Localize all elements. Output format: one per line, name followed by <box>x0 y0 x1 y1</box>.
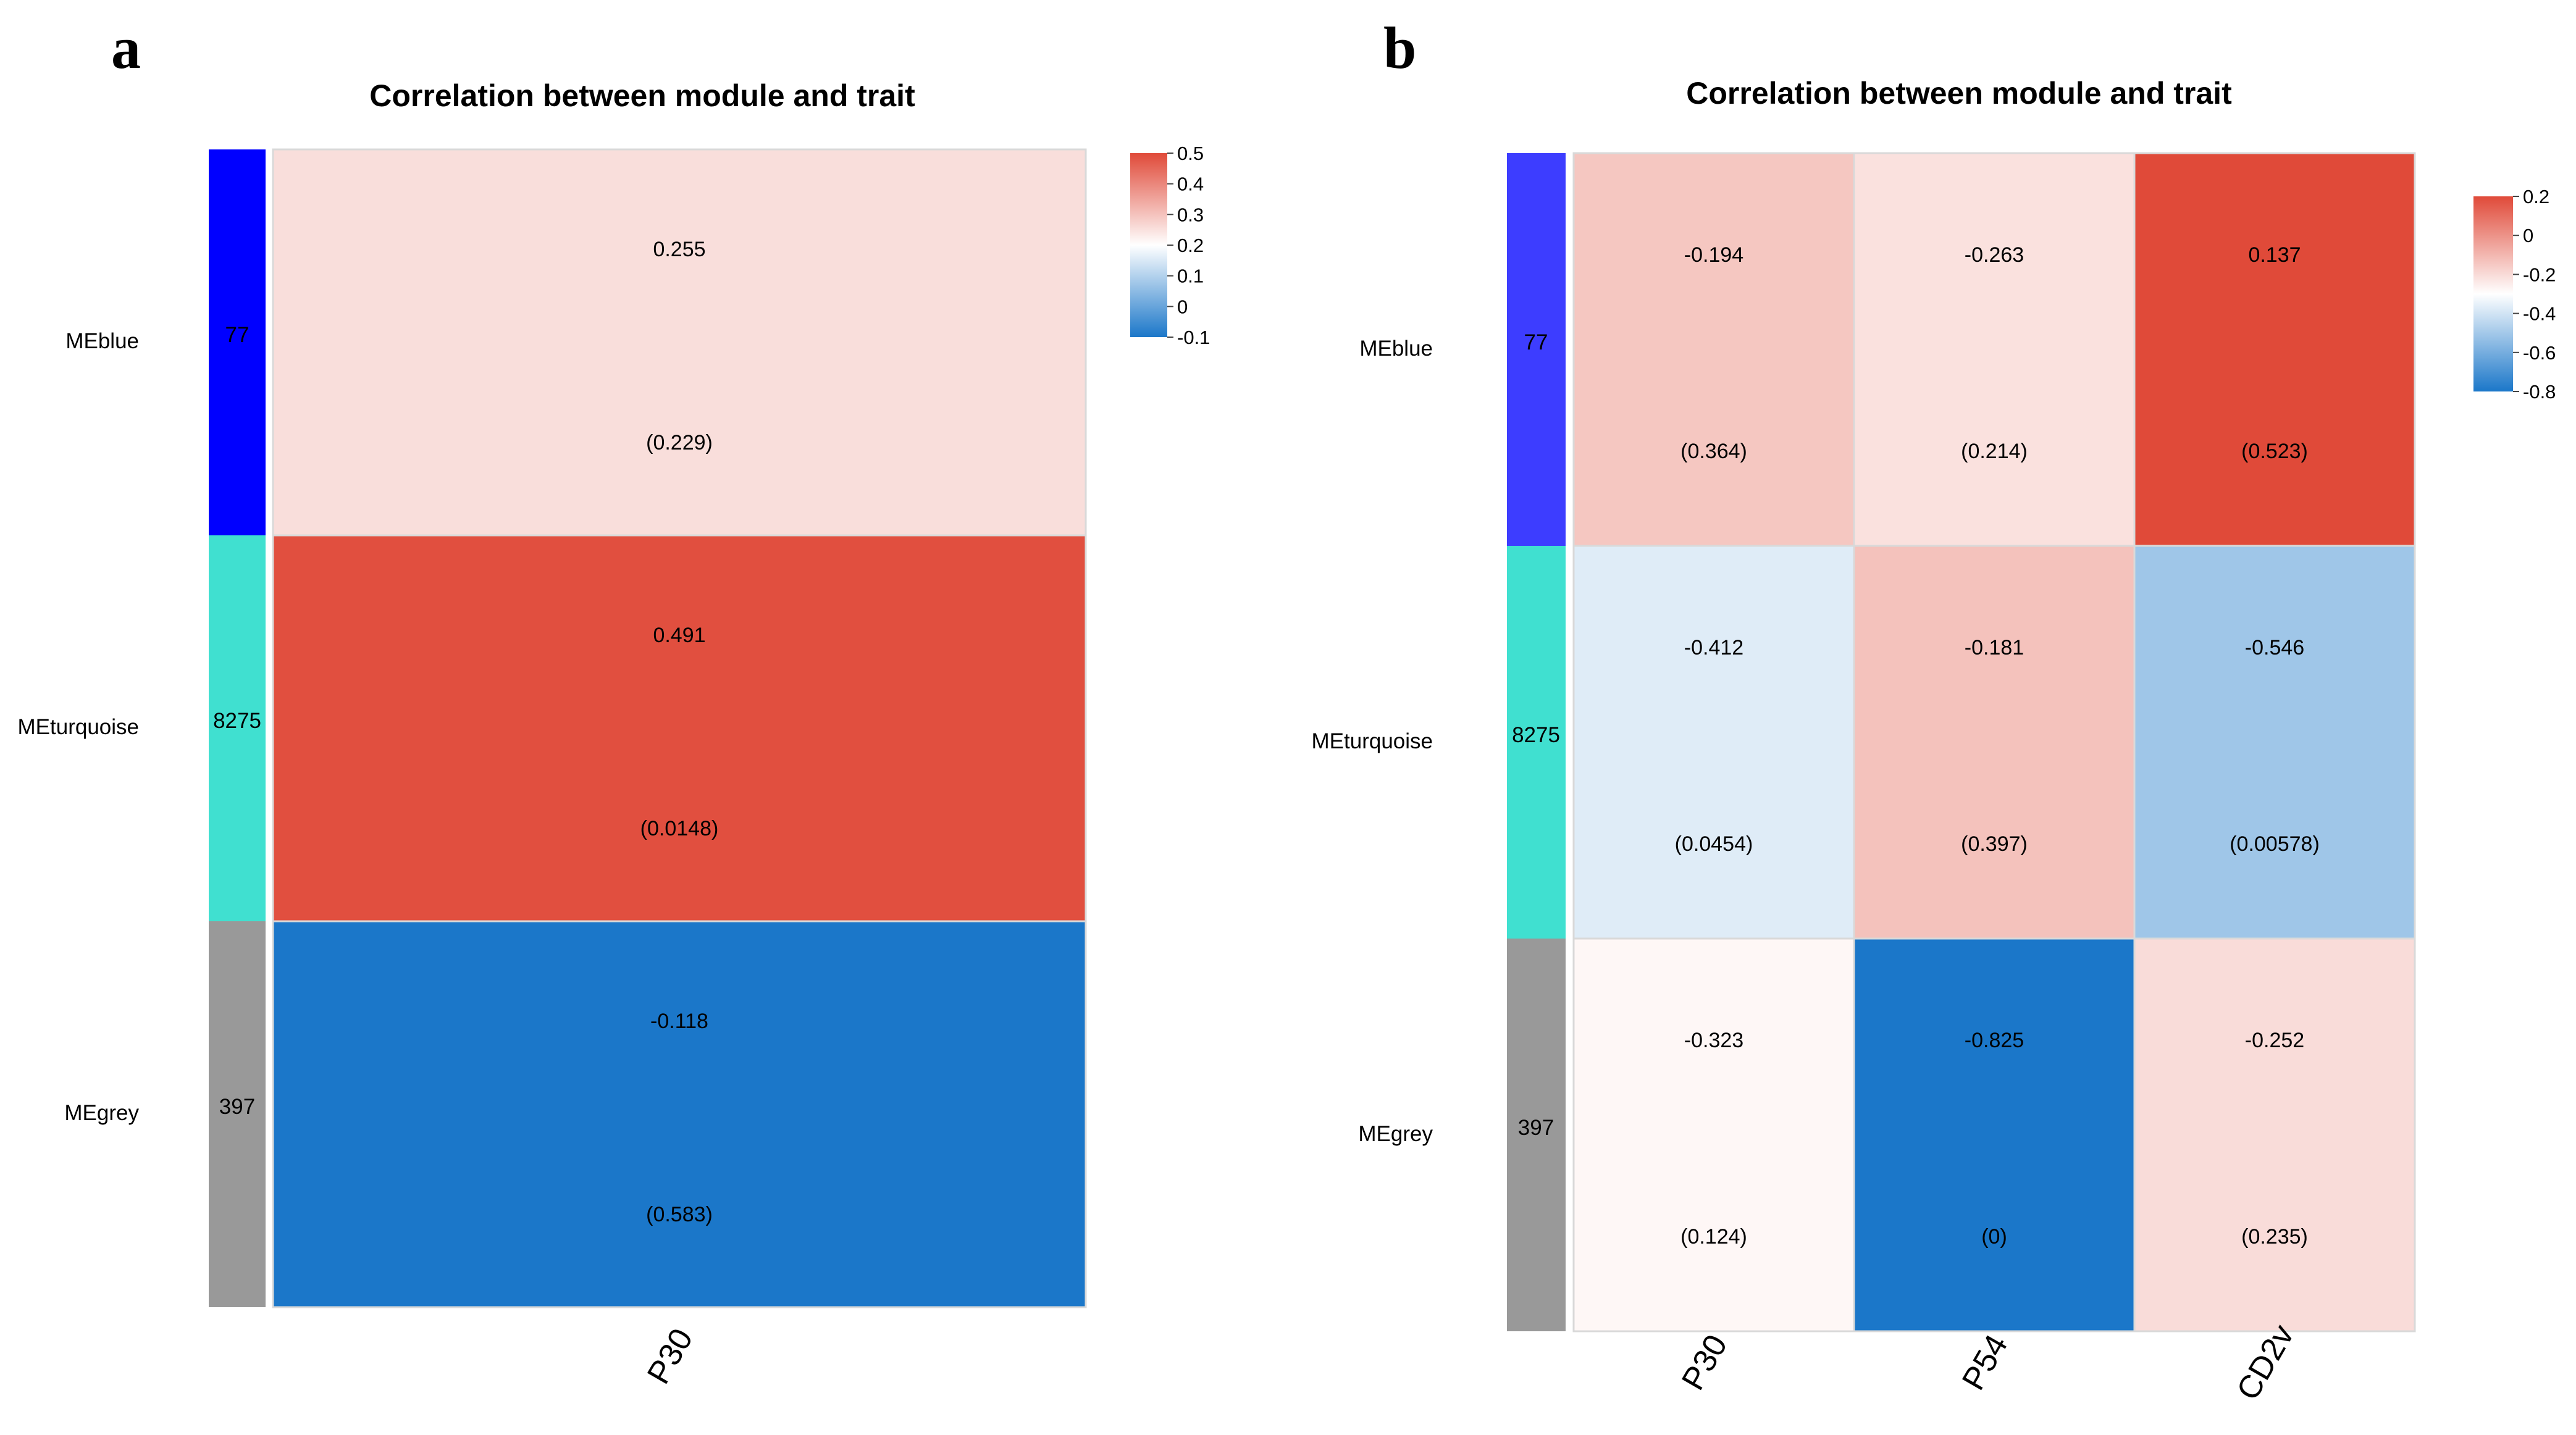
heatmap-cell-megrey-cd2v <box>2133 937 2416 1332</box>
heatmap-cell-megrey-p54 <box>1853 937 2136 1332</box>
legend-tick-label: -0.4 <box>2523 303 2556 325</box>
panel-a-module-labels: MEblue MEturquoise MEgrey <box>18 329 140 1125</box>
panel-a-heatmap <box>272 148 1087 1308</box>
legend-tick-label: 0 <box>2523 225 2533 246</box>
panel-b-letter: b <box>1383 15 1416 81</box>
panel-a-cell-values: 0.255 (0.229) 0.491 (0.0148) -0.118 (0.5… <box>640 238 719 1226</box>
module-color-meturquoise <box>209 535 266 921</box>
legend-ticks: 0.5 0.4 0.3 0.2 0.1 0 -0.1 <box>1167 143 1210 348</box>
cell-pvalue-meturquoise-p54: (0.397) <box>1961 832 2028 856</box>
module-count-meblue: 77 <box>225 323 250 347</box>
module-label-meturquoise: MEturquoise <box>18 715 139 739</box>
module-label-meturquoise: MEturquoise <box>1312 729 1433 753</box>
panel-a-letter: a <box>111 15 141 81</box>
panel-b-heatmap <box>1572 152 2416 1332</box>
legend-tick-label: -0.2 <box>2523 264 2556 285</box>
panel-b-module-counts: 77 8275 397 <box>1512 330 1560 1140</box>
panel-a: a Correlation between module and trait 7… <box>18 15 1210 1390</box>
panel-a-legend: 0.5 0.4 0.3 0.2 0.1 0 -0.1 <box>1130 143 1210 348</box>
module-label-meblue: MEblue <box>1359 337 1433 361</box>
panel-b-module-bar <box>1507 153 1566 1331</box>
module-label-megrey: MEgrey <box>64 1101 139 1125</box>
legend-tick-label: 0.2 <box>1177 235 1204 256</box>
panel-b-legend: 0.2 0 -0.2 -0.4 -0.6 -0.8 <box>2473 186 2556 403</box>
cell-corr-meblue-p30: 0.255 <box>653 238 705 261</box>
panel-b-title: Correlation between module and trait <box>1686 76 2232 111</box>
heatmap-cell-meblue-p54 <box>1853 152 2136 547</box>
module-label-megrey: MEgrey <box>1358 1122 1433 1146</box>
module-count-meturquoise: 8275 <box>213 709 261 733</box>
module-count-meblue: 77 <box>1524 330 1548 354</box>
legend-tick-label: 0.5 <box>1177 143 1204 164</box>
cell-corr-megrey-p54: -0.825 <box>1965 1029 2024 1052</box>
heatmap-cell-meturquoise-cd2v <box>2133 545 2416 940</box>
cell-pvalue-meturquoise-p30: (0.0148) <box>640 817 719 840</box>
cell-corr-meturquoise-cd2v: -0.546 <box>2245 636 2304 659</box>
cell-corr-meblue-cd2v: 0.137 <box>2248 243 2301 267</box>
heatmap-cell-meturquoise-p54 <box>1853 545 2136 940</box>
module-color-meturquoise <box>1507 546 1566 939</box>
cell-pvalue-meblue-p30: (0.229) <box>646 431 713 454</box>
heatmap-cell-meblue-p30 <box>1572 152 1855 547</box>
heatmap-cell-meblue-cd2v <box>2133 152 2416 547</box>
panel-a-title: Correlation between module and trait <box>369 78 915 113</box>
heatmap-cell-meturquoise-p30 <box>272 534 1087 922</box>
cell-pvalue-meturquoise-p30: (0.0454) <box>1675 832 1753 856</box>
cell-pvalue-megrey-p54: (0) <box>1981 1225 2007 1249</box>
legend-tick-label: 0.1 <box>1177 266 1204 287</box>
x-label-p54: P54 <box>1955 1329 2015 1396</box>
cell-corr-meblue-p54: -0.263 <box>1965 243 2024 267</box>
cell-corr-megrey-p30: -0.118 <box>650 1010 708 1033</box>
x-label-p30: P30 <box>640 1323 700 1390</box>
cell-corr-meturquoise-p54: -0.181 <box>1965 636 2024 659</box>
panel-b: b Correlation between module and trait 7… <box>1312 15 2556 1406</box>
panel-a-module-counts: 77 8275 397 <box>213 323 261 1119</box>
cell-corr-meturquoise-p30: 0.491 <box>653 624 705 647</box>
cell-corr-megrey-cd2v: -0.252 <box>2245 1029 2304 1052</box>
heatmap-cell-megrey-p30 <box>272 920 1087 1308</box>
legend-tick-label: 0.2 <box>2523 186 2549 207</box>
heatmap-cell-meturquoise-p30 <box>1572 545 1855 940</box>
x-label-p30: P30 <box>1675 1329 1734 1396</box>
module-count-megrey: 397 <box>1518 1116 1554 1140</box>
module-color-meblue <box>209 149 266 535</box>
cell-pvalue-meblue-cd2v: (0.523) <box>2241 440 2308 463</box>
panel-b-cell-values: -0.194 -0.263 0.137 (0.364) (0.214) (0.5… <box>1675 243 2320 1249</box>
legend-ticks: 0.2 0 -0.2 -0.4 -0.6 -0.8 <box>2513 186 2556 403</box>
cell-pvalue-meblue-p30: (0.364) <box>1680 440 1747 463</box>
cell-corr-megrey-p30: -0.323 <box>1684 1029 1743 1052</box>
cell-corr-meturquoise-p30: -0.412 <box>1684 636 1743 659</box>
legend-tick-label: 0 <box>1177 296 1188 317</box>
legend-colorbar <box>1130 153 1167 337</box>
cell-pvalue-megrey-p30: (0.583) <box>646 1203 713 1226</box>
cell-pvalue-megrey-p30: (0.124) <box>1680 1225 1747 1249</box>
heatmap-cell-meblue-p30 <box>272 148 1087 537</box>
cell-corr-meblue-p30: -0.194 <box>1684 243 1743 267</box>
cell-pvalue-meturquoise-cd2v: (0.00578) <box>2230 832 2320 856</box>
legend-tick-label: -0.8 <box>2523 381 2556 403</box>
panel-b-module-labels: MEblue MEturquoise MEgrey <box>1312 337 1433 1146</box>
module-count-megrey: 397 <box>219 1095 255 1119</box>
heatmap-cell-megrey-p30 <box>1572 937 1855 1332</box>
legend-tick-label: 0.3 <box>1177 204 1204 225</box>
cell-pvalue-megrey-cd2v: (0.235) <box>2241 1225 2308 1249</box>
module-color-megrey <box>209 921 266 1307</box>
panel-a-module-bar <box>209 149 266 1307</box>
legend-tick-label: -0.6 <box>2523 342 2556 364</box>
legend-colorbar <box>2473 196 2513 391</box>
module-color-meblue <box>1507 153 1566 546</box>
module-color-megrey <box>1507 939 1566 1331</box>
legend-tick-label: 0.4 <box>1177 174 1204 195</box>
module-count-meturquoise: 8275 <box>1512 723 1560 747</box>
legend-tick-label: -0.1 <box>1177 327 1210 348</box>
module-label-meblue: MEblue <box>65 329 139 353</box>
cell-pvalue-meblue-p54: (0.214) <box>1961 440 2028 463</box>
